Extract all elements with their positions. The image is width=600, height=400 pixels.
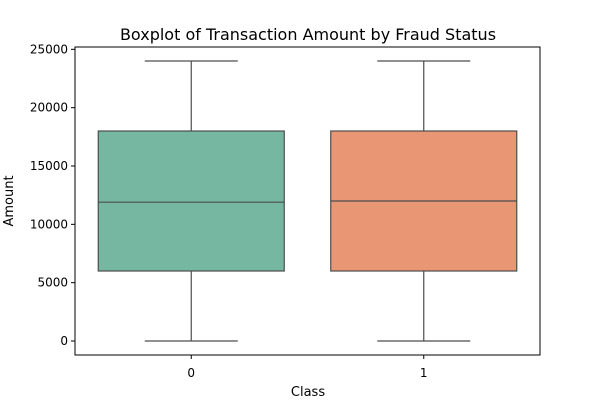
plot-frame [74, 46, 541, 356]
y-tick-label: 5000 [37, 276, 68, 290]
plot-area [97, 60, 518, 342]
chart-title: Boxplot of Transaction Amount by Fraud S… [120, 25, 496, 44]
y-axis-label: Amount [2, 175, 17, 226]
x-axis-label: Class [291, 385, 325, 400]
y-tick-label: 25000 [30, 42, 68, 56]
y-tick-label: 10000 [30, 217, 68, 231]
y-tick-label: 15000 [30, 159, 68, 173]
y-tick-label: 20000 [30, 101, 68, 115]
x-tick-label: 0 [187, 366, 195, 380]
box-class-0 [97, 130, 285, 272]
y-tick-label: 0 [60, 334, 68, 348]
x-tick-label: 1 [420, 366, 428, 380]
